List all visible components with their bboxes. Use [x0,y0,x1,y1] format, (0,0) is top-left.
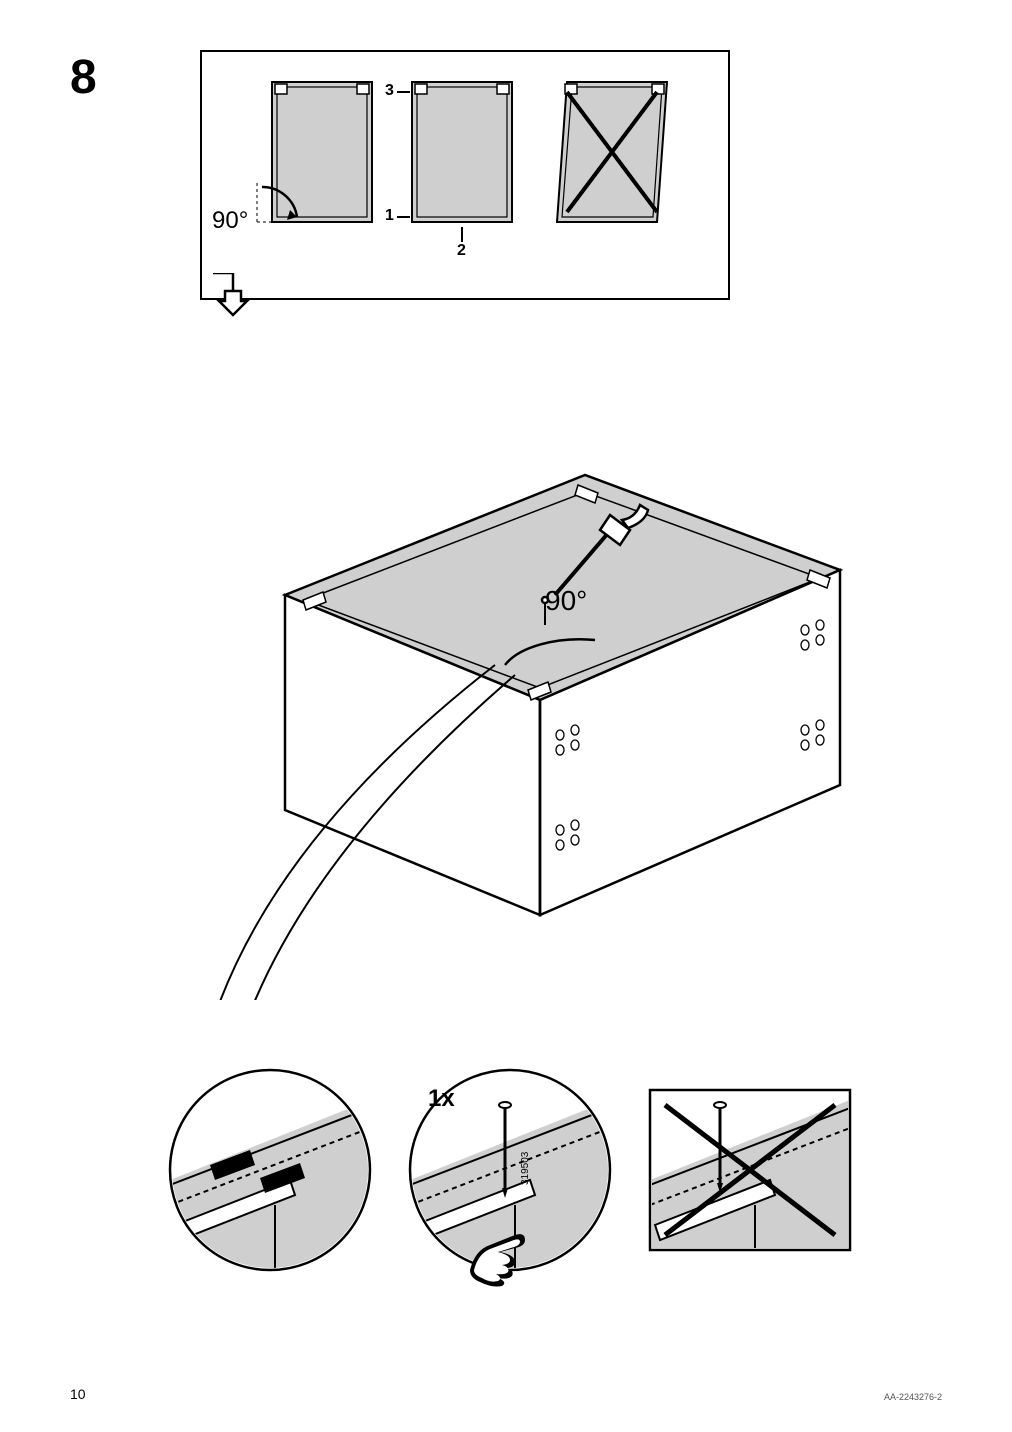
callout-2: 2 [457,242,466,260]
instruction-page: 8 [0,0,1012,1432]
callout-1: 1 [385,207,394,225]
page-number: 10 [70,1386,86,1402]
squareness-diagrams [202,52,732,302]
step-number: 8 [70,50,97,105]
detail-circles-row: 1x 319503 [160,1050,880,1290]
callout-3: 3 [385,82,394,100]
document-id: AA-2243276-2 [884,1392,942,1402]
cabinet-isometric: 90° [150,440,870,1000]
angle-90-label: 90° [212,207,248,235]
part-number: 319503 [520,1152,531,1185]
quantity-label: 1x [428,1085,455,1113]
squareness-check-box: 90° 3 1 2 [200,50,730,300]
down-arrow-icon [213,273,253,323]
angle-90-main: 90° [545,585,587,617]
